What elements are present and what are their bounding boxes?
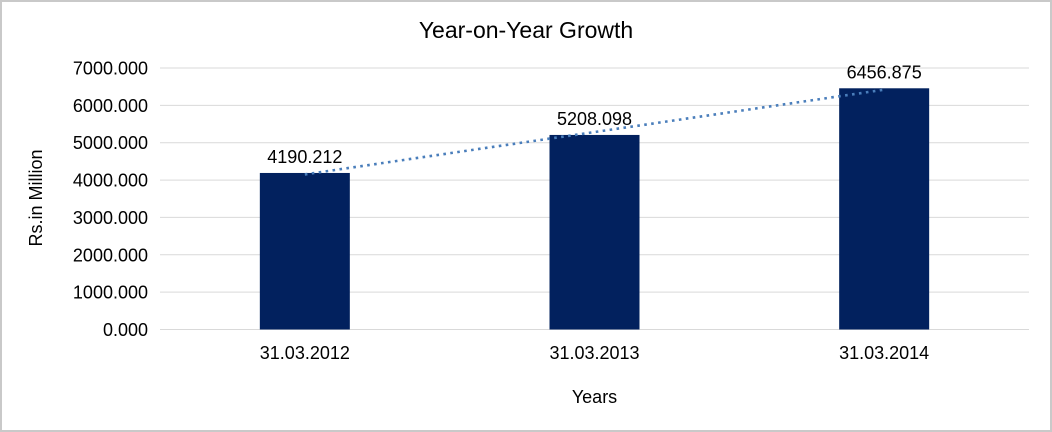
y-tick-label: 7000.000 — [73, 59, 148, 79]
y-axis-title: Rs.in Million — [26, 149, 46, 247]
bar-value-label: 4190.212 — [267, 147, 342, 167]
bar — [839, 88, 930, 330]
x-axis-title: Years — [571, 387, 618, 407]
bar-value-label: 5208.098 — [557, 109, 632, 129]
x-category-label: 31.03.2012 — [260, 343, 350, 363]
bar-value-label: 6456.875 — [847, 62, 922, 82]
chart-title: Year-on-Year Growth — [418, 17, 634, 43]
y-tick-label: 4000.000 — [73, 171, 148, 191]
bar — [549, 134, 640, 330]
bar — [259, 172, 350, 330]
y-tick-label: 1000.000 — [73, 283, 148, 303]
y-tick-label: 3000.000 — [73, 208, 148, 228]
y-tick-label: 2000.000 — [73, 245, 148, 265]
x-category-label: 31.03.2013 — [549, 343, 639, 363]
y-tick-label: 0.000 — [103, 320, 148, 340]
y-tick-label: 5000.000 — [73, 133, 148, 153]
x-category-label: 31.03.2014 — [839, 343, 929, 363]
y-tick-label: 6000.000 — [73, 96, 148, 116]
